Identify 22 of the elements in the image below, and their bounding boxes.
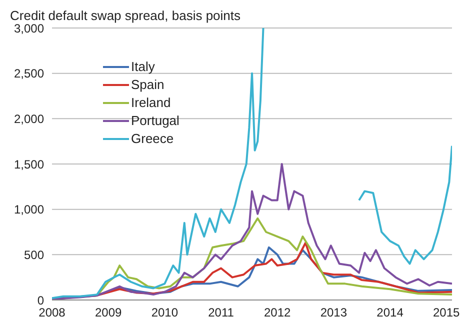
x-tick-label: 2010	[151, 306, 178, 320]
legend-label: Italy	[131, 58, 155, 76]
y-tick-label: 3,000	[14, 21, 44, 36]
legend-label: Portugal	[131, 112, 180, 130]
x-tick-label: 2014	[376, 306, 404, 320]
y-tick-label: 1,500	[14, 157, 44, 172]
x-tick-label: 2012	[264, 306, 292, 320]
y-tick-label: 1,000	[14, 202, 44, 217]
legend-label: Ireland	[131, 94, 171, 112]
x-tick-label: 2009	[94, 306, 122, 320]
y-tick-label: 500	[24, 248, 44, 262]
legend-label: Greece	[131, 130, 174, 148]
y-tick-label: 2,000	[14, 112, 44, 126]
x-tick-label: 2011	[208, 306, 234, 320]
chart-title: Credit default swap spread, basis points	[10, 8, 241, 23]
y-tick-label: 2,500	[14, 66, 44, 81]
y-tick-label: 0	[37, 293, 44, 308]
x-tick-label: 2008	[38, 306, 66, 320]
x-tick-label: 2013	[320, 306, 348, 320]
legend-label: Spain	[131, 76, 164, 94]
line-series	[52, 163, 452, 300]
x-tick-label: 2015	[433, 306, 460, 320]
